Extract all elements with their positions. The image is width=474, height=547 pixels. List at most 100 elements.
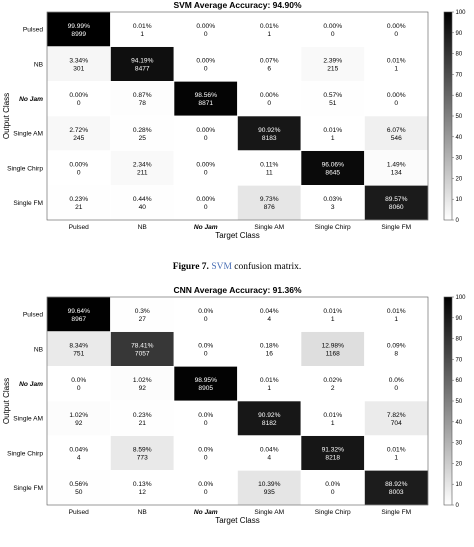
cell-percent-label: 0.18% xyxy=(260,343,279,350)
cell-percent-label: 91.32% xyxy=(322,447,345,454)
cell-percent-label: 96.06% xyxy=(322,162,345,169)
cell-percent-label: 0.02% xyxy=(323,377,342,384)
x-tick-label: NB xyxy=(138,224,148,231)
cell-count-label: 0 xyxy=(77,385,81,392)
matrix-cell xyxy=(300,331,365,367)
cell-percent-label: 0.00% xyxy=(323,23,342,30)
matrix-cell xyxy=(110,470,175,506)
cell-percent-label: 0.00% xyxy=(196,162,215,169)
cell-count-label: 1 xyxy=(267,31,271,38)
matrix-cell xyxy=(110,400,175,436)
colorbar xyxy=(443,296,453,506)
matrix-cell xyxy=(46,435,111,471)
cell-percent-label: 1.02% xyxy=(133,377,152,384)
colorbar-tick-label: 50 xyxy=(456,399,463,405)
matrix-cell xyxy=(46,185,111,221)
svm-confusion-matrix-chart: SVM Average Accuracy: 94.90% 99.99%8999 0.… xyxy=(2,0,466,240)
cell-percent-label: 0.01% xyxy=(323,127,342,134)
x-tick-label: Single Chirp xyxy=(315,509,351,516)
cell-percent-label: 0.07% xyxy=(260,58,279,65)
matrix-cell xyxy=(300,470,365,506)
matrix-cell xyxy=(173,296,238,332)
cell-count-label: 4 xyxy=(77,455,81,462)
colorbar-tick-label: 60 xyxy=(456,378,463,384)
cell-count-label: 245 xyxy=(73,135,84,142)
y-tick-label: NB xyxy=(34,346,44,353)
y-tick-label: Pulsed xyxy=(23,27,43,34)
cell-percent-label: 0.04% xyxy=(260,308,279,315)
matrix-cell xyxy=(300,11,365,47)
y-axis-label: Output Class xyxy=(2,378,11,424)
cell-count-label: 1 xyxy=(394,316,398,323)
cell-count-label: 935 xyxy=(264,489,275,496)
colorbar-tick-label: 60 xyxy=(456,93,463,99)
cell-percent-label: 0.00% xyxy=(260,92,279,99)
x-tick-label: Single Chirp xyxy=(315,224,351,231)
cell-percent-label: 0.01% xyxy=(323,412,342,419)
cell-count-label: 0 xyxy=(204,420,208,427)
colorbar-tick-label: 80 xyxy=(456,337,463,343)
cell-count-label: 21 xyxy=(75,204,83,211)
cell-percent-label: 0.01% xyxy=(260,23,279,30)
colorbar-tick-label: 0 xyxy=(456,218,460,224)
matrix-cell xyxy=(364,331,429,367)
y-tick-label: NB xyxy=(34,61,44,68)
cell-count-label: 11 xyxy=(266,170,273,177)
x-tick-label: Single FM xyxy=(381,509,411,516)
matrix-cell xyxy=(110,46,175,82)
matrix-cell xyxy=(237,115,302,151)
matrix-cell xyxy=(300,115,365,151)
matrix-cell xyxy=(173,115,238,151)
x-tick-label: No Jam xyxy=(194,224,218,231)
cell-percent-label: 0.0% xyxy=(389,377,404,384)
cell-count-label: 51 xyxy=(329,100,337,107)
cell-count-label: 27 xyxy=(139,316,147,323)
cell-count-label: 0 xyxy=(77,100,81,107)
cell-count-label: 0 xyxy=(77,170,81,177)
cell-count-label: 8477 xyxy=(135,66,150,73)
cell-count-label: 40 xyxy=(139,204,147,211)
matrix-cell xyxy=(46,11,111,47)
cell-count-label: 1168 xyxy=(326,351,341,358)
cell-percent-label: 2.72% xyxy=(69,127,88,134)
cell-count-label: 16 xyxy=(266,351,274,358)
matrix-cell xyxy=(300,150,365,186)
matrix-cell xyxy=(237,11,302,47)
caption-svm-link[interactable]: SVM xyxy=(211,262,232,272)
cell-count-label: 0 xyxy=(204,455,208,462)
matrix-cell xyxy=(237,81,302,117)
chart-title: CNN Average Accuracy: 91.36% xyxy=(173,285,301,295)
cell-percent-label: 0.0% xyxy=(198,343,213,350)
cell-percent-label: 89.57% xyxy=(385,196,408,203)
cell-percent-label: 90.92% xyxy=(258,127,281,134)
cell-count-label: 0 xyxy=(394,385,398,392)
matrix-cell xyxy=(364,435,429,471)
cnn-confusion-matrix-chart: CNN Average Accuracy: 91.36% 99.64%8967 0.… xyxy=(2,285,466,525)
cell-percent-label: 0.04% xyxy=(69,447,88,454)
matrix-cell xyxy=(110,115,175,151)
caption-figure-label: Figure 7. xyxy=(172,262,209,272)
cell-count-label: 546 xyxy=(391,135,402,142)
matrix-cell xyxy=(300,366,365,402)
colorbar-tick-label: 30 xyxy=(456,156,463,162)
cell-percent-label: 94.19% xyxy=(131,58,154,65)
cell-percent-label: 0.01% xyxy=(260,377,279,384)
cell-count-label: 211 xyxy=(137,170,148,177)
colorbar-tick-label: 70 xyxy=(456,357,463,363)
cell-count-label: 4 xyxy=(267,316,271,323)
matrix-cell xyxy=(364,11,429,47)
cell-count-label: 8999 xyxy=(71,31,86,38)
y-tick-label: Single FM xyxy=(13,200,43,207)
x-axis-label: Target Class xyxy=(215,516,259,525)
cell-percent-label: 0.00% xyxy=(387,92,406,99)
matrix-cell xyxy=(300,185,365,221)
cell-percent-label: 3.34% xyxy=(69,58,88,65)
matrix-cell xyxy=(46,296,111,332)
matrix-cell xyxy=(237,470,302,506)
matrix-cell xyxy=(364,185,429,221)
matrix-cell xyxy=(46,81,111,117)
cell-percent-label: 0.87% xyxy=(133,92,152,99)
y-axis-label: Output Class xyxy=(2,93,11,139)
matrix-cell xyxy=(173,331,238,367)
colorbar-tick-label: 40 xyxy=(456,420,463,426)
